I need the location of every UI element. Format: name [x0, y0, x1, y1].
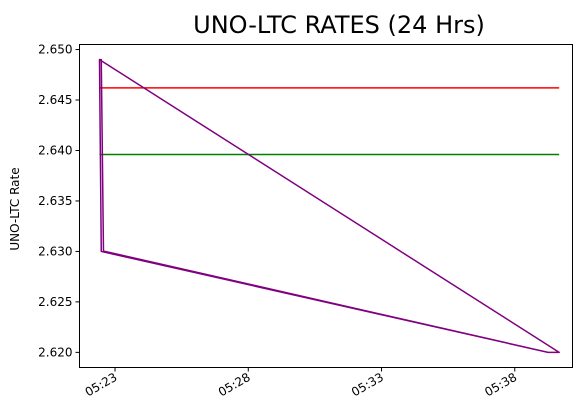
series-layer — [98, 58, 560, 354]
x-tick-label: 05:23 — [83, 370, 120, 399]
y-tick-label: 2.640 — [38, 143, 72, 157]
x-tick-label: 05:33 — [349, 370, 386, 399]
y-tick-label: 2.650 — [38, 43, 72, 57]
chart-title: UNO-LTC RATES (24 Hrs) — [193, 11, 485, 39]
y-axis-label: UNO-LTC Rate — [8, 167, 22, 250]
y-tick-label: 2.625 — [38, 295, 72, 309]
x-tick-label: 05:28 — [216, 370, 253, 399]
axes-layer: 2.620 2.625 2.630 2.635 2.640 2.645 2.650 05:23… — [38, 43, 519, 400]
y-tick-label: 2.645 — [38, 93, 72, 107]
y-tick-label: 2.635 — [38, 194, 72, 208]
x-tick-label: 05:38 — [482, 370, 519, 399]
y-tick-label: 2.630 — [38, 244, 72, 258]
y-tick-label: 2.620 — [38, 345, 72, 359]
series-line-2 — [98, 58, 560, 354]
plot-area-frame — [79, 44, 573, 368]
